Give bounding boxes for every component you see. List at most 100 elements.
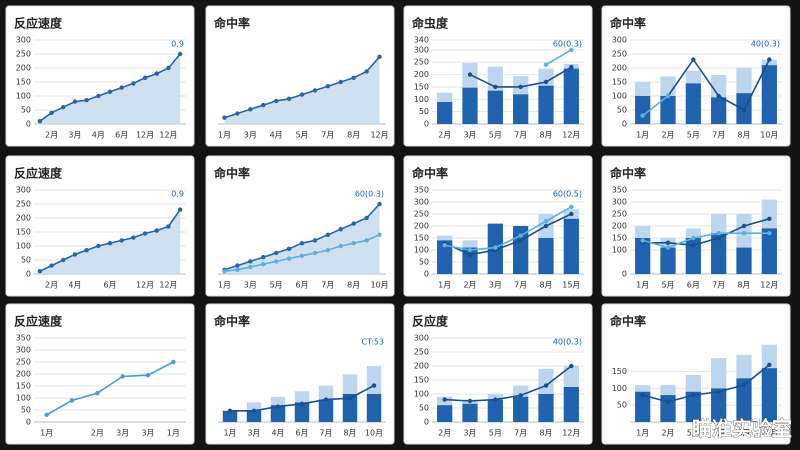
point: [741, 231, 747, 236]
y-tick-label: 0: [26, 120, 31, 129]
point: [377, 54, 382, 59]
bar: [462, 87, 478, 124]
annotation: 40(0.3): [751, 40, 780, 49]
point: [543, 219, 549, 224]
y-tick-label: 50: [21, 256, 31, 265]
x-tick-label: 6月: [295, 281, 308, 290]
point: [119, 238, 124, 243]
point: [569, 64, 574, 70]
annotation: 60(0.5): [553, 190, 582, 199]
y-tick-label: 250: [612, 210, 627, 219]
x-tick-label: 1月: [218, 281, 231, 290]
point: [518, 393, 523, 398]
bar: [294, 402, 310, 422]
x-tick-label: 2月: [661, 131, 674, 140]
bar: [736, 247, 752, 274]
x-tick-label: 8月: [737, 131, 750, 140]
point: [665, 399, 671, 405]
chart-title: 命中率: [609, 16, 646, 31]
point: [364, 238, 369, 243]
x-tick-label: 12月: [760, 429, 778, 438]
point: [493, 245, 498, 250]
point: [351, 75, 356, 81]
point: [364, 69, 369, 74]
y-tick-label: 150: [612, 78, 627, 87]
x-tick-label: 5月: [270, 281, 283, 290]
point: [44, 412, 49, 417]
point: [767, 57, 772, 62]
y-tick-label: 100: [612, 246, 627, 255]
y-tick-label: 100: [612, 92, 627, 101]
x-tick-label: 5月: [661, 281, 674, 290]
point: [261, 255, 266, 260]
point: [261, 262, 266, 267]
y-tick-label: 250: [612, 50, 627, 59]
x-tick-label: 3月: [244, 131, 257, 140]
y-tick-label: 100: [414, 95, 429, 104]
point: [323, 397, 329, 402]
bar: [437, 240, 453, 274]
chart-title: 命中率: [213, 314, 250, 329]
point: [96, 243, 101, 249]
y-tick-label: 300: [414, 334, 429, 343]
point: [273, 98, 279, 104]
point: [49, 110, 54, 116]
chart-title: 命中率: [213, 166, 250, 181]
y-tick-label: 250: [16, 200, 31, 209]
chart-title: 反应速度: [14, 314, 63, 329]
area: [224, 204, 380, 274]
y-tick-label: 100: [414, 246, 429, 255]
x-tick-label: 4月: [271, 429, 284, 438]
x-tick-label: 7月: [514, 429, 527, 438]
point: [338, 227, 343, 232]
bar: [685, 238, 701, 274]
point: [716, 235, 721, 241]
point: [767, 231, 772, 236]
x-tick-label: 3月: [68, 131, 81, 140]
chart-panel: 命中率 1月 3月 5月 6月 7月 8月 10月 60(0.3): [205, 155, 395, 297]
chart-panel: 反应速度 0 50 100 150 200 250 300 350 1月 2月 3月 3月 1月: [5, 303, 195, 445]
x-tick-label: 15月: [562, 281, 580, 290]
bar: [437, 102, 453, 124]
x-tick-label: 6月: [115, 131, 128, 140]
point: [61, 257, 66, 263]
x-tick-label: 1月: [167, 429, 180, 438]
point: [518, 84, 523, 90]
y-tick-label: 200: [16, 370, 31, 379]
x-tick-label: 1月: [40, 429, 53, 438]
point: [61, 105, 66, 110]
point: [518, 238, 523, 243]
point: [640, 113, 645, 118]
y-tick-label: 150: [16, 382, 31, 391]
x-tick-label: 3月: [463, 131, 476, 140]
chart-title: 命中率: [609, 314, 646, 329]
point: [442, 397, 447, 402]
chart-title: 命中率: [609, 166, 646, 181]
point: [119, 85, 124, 90]
y-tick-label: 0: [622, 270, 627, 279]
bar: [246, 410, 262, 422]
point: [665, 93, 671, 99]
x-tick-label: 3月: [244, 281, 257, 290]
chart-panel: 反应度 0 50 100 150 200 250 300 2月 3月 5月 7月 8月 12月 40(0.3…: [403, 303, 593, 445]
x-tick-label: 7月: [321, 131, 334, 140]
point: [177, 51, 183, 57]
point: [543, 383, 549, 388]
x-tick-label: 6月: [687, 281, 700, 290]
point: [467, 72, 473, 77]
bar: [635, 96, 651, 124]
x-tick-label: 1月: [218, 131, 231, 140]
point: [338, 79, 343, 85]
y-tick-label: 200: [612, 64, 627, 73]
point: [171, 359, 176, 365]
x-tick-label: 3月: [116, 429, 129, 438]
watermark: 瞄准实验室: [692, 417, 792, 441]
point: [543, 79, 549, 85]
line: [444, 213, 572, 256]
y-tick-label: 0: [424, 418, 429, 427]
x-tick-label: 7月: [712, 429, 725, 438]
bar: [513, 94, 529, 124]
x-tick-label: 7月: [321, 281, 334, 290]
